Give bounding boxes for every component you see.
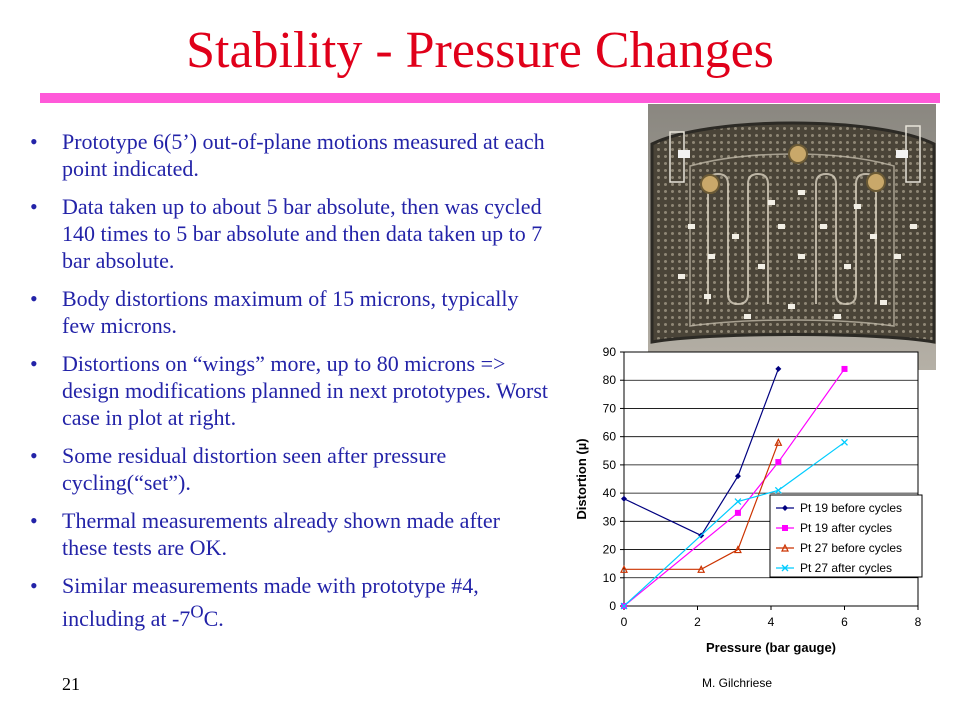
- bullet-text: Data taken up to about 5 bar absolute, t…: [62, 194, 543, 273]
- bullet-item: • Prototype 6(5’) out-of-plane motions me…: [30, 128, 550, 182]
- data-point: [781, 543, 789, 552]
- y-tick-label: 20: [603, 543, 617, 557]
- x-tick-label: 6: [841, 615, 848, 629]
- data-point: [774, 486, 782, 494]
- bullet-item: • Similar measurements made with prototyp…: [30, 572, 550, 632]
- data-point: [775, 365, 782, 372]
- data-point: [734, 473, 741, 480]
- data-point: [782, 505, 788, 511]
- legend-entry: Pt 27 after cycles: [800, 561, 892, 575]
- bullet-text: Body distortions maximum of 15 microns, …: [62, 286, 519, 338]
- superscript-degree: O: [190, 602, 204, 622]
- y-tick-label: 10: [603, 571, 617, 585]
- prototype-photo: [648, 104, 936, 370]
- data-point: [734, 498, 742, 506]
- bullet-text: Thermal measurements already shown made …: [62, 508, 500, 560]
- author-credit: M. Gilchriese: [702, 676, 773, 690]
- data-point: [841, 438, 848, 446]
- y-tick-label: 50: [603, 458, 617, 472]
- x-axis-label: Pressure (bar gauge): [706, 640, 836, 655]
- bullet-text: Similar measurements made with prototype…: [62, 573, 479, 632]
- series-line: [623, 368, 845, 607]
- x-tick-label: 8: [915, 615, 922, 629]
- distortion-chart: 0 10 20 30 40 50 60 70 80 90 0 2 4 6 8 Pressure (bar ga…: [574, 345, 923, 655]
- data-point: [620, 602, 628, 610]
- bullet-marker: •: [30, 351, 38, 376]
- bullet-item: • Body distortions maximum of 15 microns,…: [30, 285, 550, 339]
- y-tick-label: 90: [603, 345, 617, 359]
- data-point: [774, 437, 783, 446]
- bullet-item: • Some residual distortion seen after pre…: [30, 442, 550, 496]
- series-line: [623, 441, 845, 607]
- x-tick-label: 4: [768, 615, 775, 629]
- bullet-text: Prototype 6(5’) out-of-plane motions mea…: [62, 129, 545, 181]
- y-tick-label: 60: [603, 430, 617, 444]
- bullet-marker: •: [30, 129, 38, 154]
- data-point: [781, 564, 789, 572]
- bullet-marker: •: [30, 573, 38, 598]
- data-point: [775, 459, 782, 466]
- series-line: [623, 368, 779, 537]
- bullet-marker: •: [30, 286, 38, 311]
- bullet-text: Distortions on “wings” more, up to 80 mi…: [62, 351, 549, 430]
- bullet-marker: •: [30, 443, 38, 468]
- bullet-marker: •: [30, 194, 38, 219]
- legend-entry: Pt 19 after cycles: [800, 521, 892, 535]
- y-tick-label: 0: [609, 599, 616, 613]
- slide-title: Stability - Pressure Changes: [186, 22, 774, 79]
- x-tick-label: 0: [621, 615, 628, 629]
- data-point: [621, 495, 627, 502]
- bullet-item: • Data taken up to about 5 bar absolute, …: [30, 193, 550, 274]
- page-number: 21: [62, 674, 80, 694]
- legend-box: [769, 494, 923, 578]
- bullet-item: • Distortions on “wings” more, up to 80 m…: [30, 350, 550, 431]
- data-point: [620, 564, 628, 573]
- bullet-marker: •: [30, 508, 38, 533]
- data-point: [733, 545, 742, 554]
- data-point: [697, 564, 706, 573]
- bullet-text: Some residual distortion seen after pres…: [62, 443, 447, 495]
- title-underline-bar: [40, 93, 940, 103]
- data-point: [841, 365, 848, 372]
- legend-entry: Pt 19 before cycles: [800, 501, 902, 515]
- bullet-item: • Thermal measurements already shown made…: [30, 507, 550, 561]
- y-tick-label: 30: [603, 514, 617, 528]
- bullet-list: • Prototype 6(5’) out-of-plane motions me…: [30, 128, 550, 643]
- data-point: [734, 509, 741, 516]
- y-axis-label: Distortion (µ): [574, 438, 589, 519]
- x-tick-label: 2: [694, 615, 701, 629]
- y-tick-label: 80: [603, 373, 617, 387]
- data-point: [782, 525, 788, 531]
- y-tick-label: 70: [603, 401, 617, 415]
- y-tick-label: 40: [603, 486, 617, 500]
- legend-entry: Pt 27 before cycles: [800, 541, 902, 555]
